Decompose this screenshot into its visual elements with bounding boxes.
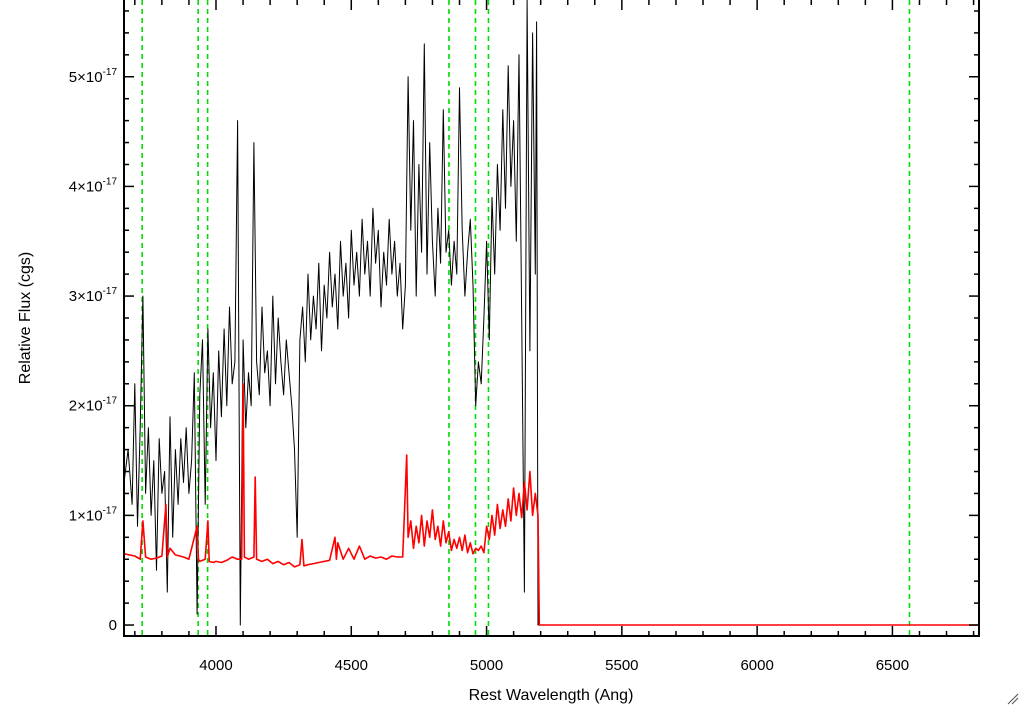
x-tick-label: 4000 <box>199 657 232 674</box>
x-tick-label: 6000 <box>740 657 773 674</box>
data-series <box>124 0 979 626</box>
x-tick-label: 5500 <box>605 657 638 674</box>
x-axis-title: Rest Wavelength (Ang) <box>469 687 634 704</box>
y-tick-label: 1×10-17 <box>69 505 118 524</box>
y-tick-label: 0 <box>109 617 117 634</box>
y-tick-labels: 0 1×10-17 2×10-17 3×10-17 4×10-17 5×10-17 <box>69 67 118 634</box>
resize-grip-icon[interactable] <box>1007 693 1019 705</box>
y-tick-label: 5×10-17 <box>69 67 118 86</box>
spectrum-series-2 <box>124 382 979 626</box>
y-tick-label: 4×10-17 <box>69 176 118 195</box>
y-tick-label: 2×10-17 <box>69 396 118 415</box>
y-axis-title: Relative Flux (cgs) <box>17 252 34 384</box>
y-tick-label: 3×10-17 <box>69 286 118 305</box>
x-tick-label: 4500 <box>335 657 368 674</box>
plot-frame <box>123 0 980 637</box>
x-tick-label: 6500 <box>876 657 909 674</box>
x-tick-labels: 4000 4500 5000 5500 6000 6500 <box>199 657 909 674</box>
x-tick-label: 5000 <box>470 657 503 674</box>
spectrum-series-1 <box>124 0 979 626</box>
